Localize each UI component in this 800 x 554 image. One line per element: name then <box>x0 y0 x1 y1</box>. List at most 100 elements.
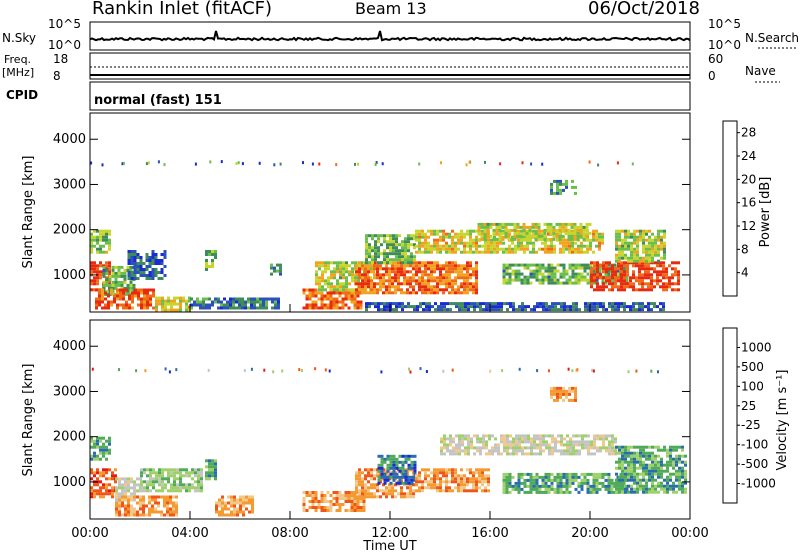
data-cell <box>554 302 557 306</box>
data-cell <box>137 291 140 295</box>
data-cell <box>515 437 518 441</box>
data-cell <box>454 235 457 239</box>
data-cell <box>621 451 624 455</box>
data-cell <box>388 291 391 295</box>
data-cell <box>117 283 121 287</box>
data-cell <box>517 487 521 491</box>
data-cell <box>163 163 166 167</box>
data-cell <box>134 288 137 292</box>
data-cell <box>445 270 448 274</box>
data-cell <box>535 229 538 233</box>
data-cell <box>397 267 400 271</box>
data-cell <box>410 466 414 470</box>
data-cell <box>617 267 620 271</box>
data-cell <box>510 228 514 232</box>
data-cell <box>466 267 469 271</box>
data-cell <box>524 437 527 441</box>
data-cell <box>412 267 415 271</box>
data-cell <box>394 285 397 289</box>
data-cell <box>90 495 93 499</box>
data-cell <box>639 229 642 233</box>
data-cell <box>229 303 232 307</box>
data-cell <box>373 474 376 478</box>
data-cell <box>648 478 651 482</box>
data-cell <box>463 288 466 292</box>
data-cell <box>102 454 105 458</box>
data-cell <box>572 446 575 450</box>
data-cell <box>133 259 137 262</box>
data-cell <box>327 282 330 286</box>
data-cell <box>593 302 596 306</box>
data-cell <box>512 302 515 306</box>
data-cell <box>108 241 111 245</box>
data-cell <box>677 282 680 286</box>
data-cell <box>639 256 642 260</box>
data-cell <box>182 296 185 300</box>
data-cell <box>96 247 99 251</box>
data-cell <box>351 270 354 274</box>
data-cell <box>433 232 436 236</box>
data-cell <box>542 305 545 309</box>
data-cell <box>111 477 114 481</box>
data-cell <box>595 475 599 479</box>
data-cell <box>389 463 393 467</box>
data-cell <box>350 509 354 512</box>
data-cell <box>415 267 418 271</box>
data-cell <box>509 302 512 306</box>
data-cell <box>442 238 445 242</box>
data-cell <box>272 370 275 374</box>
data-cell <box>93 270 96 274</box>
data-cell <box>446 308 449 312</box>
data-cell <box>125 300 128 304</box>
data-cell <box>521 308 524 312</box>
data-cell <box>662 270 665 274</box>
data-cell <box>345 285 348 289</box>
data-cell <box>565 185 568 189</box>
data-cell <box>108 442 111 446</box>
data-cell <box>561 228 565 232</box>
data-cell <box>436 244 439 248</box>
data-cell <box>380 243 383 247</box>
data-cell <box>424 235 427 239</box>
data-cell <box>469 471 472 475</box>
data-cell <box>629 308 632 312</box>
data-cell <box>117 265 121 269</box>
data-cell <box>648 229 651 233</box>
data-cell <box>508 272 512 276</box>
data-cell <box>142 274 146 277</box>
data-cell <box>324 261 327 265</box>
data-cell <box>464 305 467 309</box>
data-cell <box>445 247 448 251</box>
data-cell <box>516 225 520 229</box>
data-cell <box>537 234 541 238</box>
data-cell <box>541 229 544 233</box>
data-cell <box>663 490 666 494</box>
data-cell <box>668 264 671 268</box>
data-cell <box>513 234 517 238</box>
data-cell <box>615 445 618 449</box>
data-cell <box>403 264 406 268</box>
data-cell <box>111 283 115 287</box>
data-cell <box>472 486 475 490</box>
data-cell <box>569 452 572 456</box>
data-cell <box>654 250 657 254</box>
data-cell <box>329 294 333 298</box>
data-cell <box>577 490 581 494</box>
data-cell <box>618 235 621 239</box>
data-cell <box>398 243 401 247</box>
data-cell <box>433 279 436 283</box>
data-cell <box>669 445 672 449</box>
data-cell <box>581 443 584 447</box>
data-cell <box>279 162 282 166</box>
data-cell <box>587 434 590 438</box>
data-cell <box>507 228 511 232</box>
data-cell <box>133 480 136 484</box>
data-cell <box>660 472 663 476</box>
data-cell <box>140 288 143 292</box>
data-cell <box>452 437 455 441</box>
data-cell <box>236 510 239 514</box>
data-cell <box>185 302 188 306</box>
data-cell <box>601 232 604 236</box>
data-cell <box>421 480 424 484</box>
data-cell <box>383 261 386 265</box>
